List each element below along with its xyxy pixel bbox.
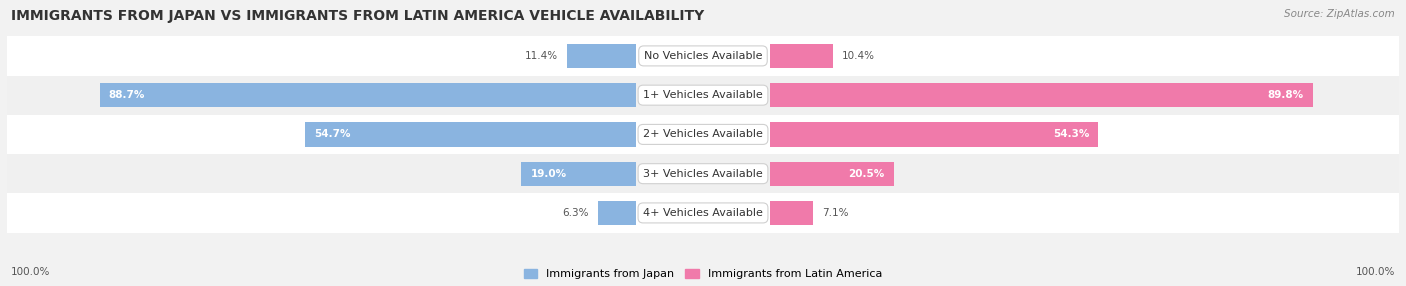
Text: Source: ZipAtlas.com: Source: ZipAtlas.com — [1284, 9, 1395, 19]
Text: 3+ Vehicles Available: 3+ Vehicles Available — [643, 169, 763, 179]
Text: 19.0%: 19.0% — [530, 169, 567, 179]
Bar — [769, 44, 832, 68]
Text: 100.0%: 100.0% — [11, 267, 51, 277]
Bar — [7, 76, 1399, 115]
Text: No Vehicles Available: No Vehicles Available — [644, 51, 762, 61]
Text: 4+ Vehicles Available: 4+ Vehicles Available — [643, 208, 763, 218]
Text: 20.5%: 20.5% — [848, 169, 884, 179]
Text: 100.0%: 100.0% — [1355, 267, 1395, 277]
Text: 10.4%: 10.4% — [842, 51, 875, 61]
Bar — [7, 115, 1399, 154]
Text: IMMIGRANTS FROM JAPAN VS IMMIGRANTS FROM LATIN AMERICA VEHICLE AVAILABILITY: IMMIGRANTS FROM JAPAN VS IMMIGRANTS FROM… — [11, 9, 704, 23]
Text: 2+ Vehicles Available: 2+ Vehicles Available — [643, 130, 763, 139]
Bar — [599, 201, 637, 225]
Bar — [769, 201, 813, 225]
Bar — [100, 83, 637, 107]
Text: 89.8%: 89.8% — [1268, 90, 1303, 100]
Text: 54.3%: 54.3% — [1053, 130, 1090, 139]
Bar — [769, 122, 1098, 147]
Legend: Immigrants from Japan, Immigrants from Latin America: Immigrants from Japan, Immigrants from L… — [524, 269, 882, 279]
Bar — [769, 162, 894, 186]
Bar — [522, 162, 637, 186]
Bar — [305, 122, 637, 147]
Bar — [7, 36, 1399, 76]
Text: 1+ Vehicles Available: 1+ Vehicles Available — [643, 90, 763, 100]
Bar — [568, 44, 637, 68]
Text: 7.1%: 7.1% — [821, 208, 848, 218]
Text: 11.4%: 11.4% — [526, 51, 558, 61]
Bar — [7, 154, 1399, 193]
Text: 54.7%: 54.7% — [315, 130, 352, 139]
Text: 6.3%: 6.3% — [562, 208, 589, 218]
Text: 88.7%: 88.7% — [108, 90, 145, 100]
Bar — [769, 83, 1313, 107]
Bar — [7, 193, 1399, 233]
